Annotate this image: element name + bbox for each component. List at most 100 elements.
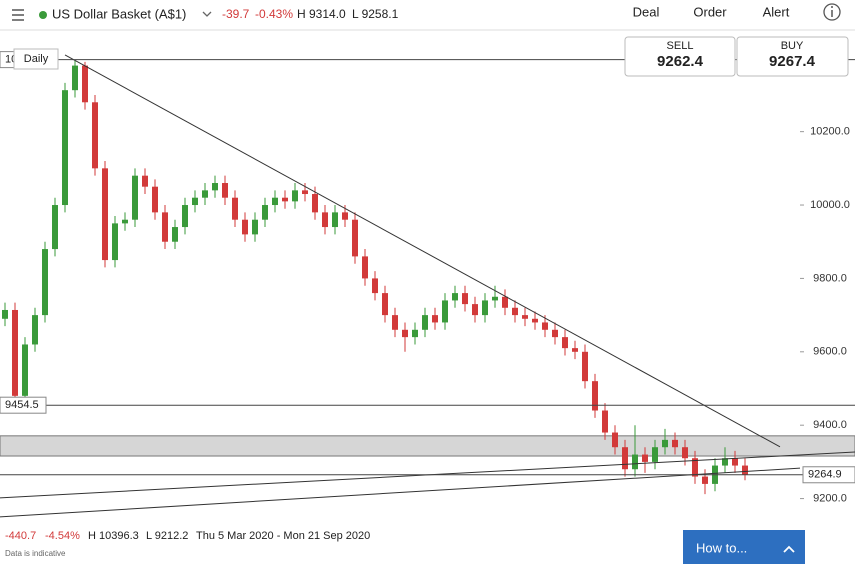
candle-body (202, 190, 208, 198)
candle-body (422, 315, 428, 330)
menu-icon[interactable] (12, 9, 24, 21)
instrument-title: US Dollar Basket (A$1) (52, 6, 186, 21)
help-text[interactable]: How to... (696, 540, 747, 555)
candle-body (162, 212, 168, 242)
candle-body (152, 186, 158, 213)
interval[interactable]: Daily (24, 53, 49, 65)
candle-body (382, 293, 388, 316)
trend-line (0, 467, 801, 518)
candle-body (72, 65, 78, 91)
candle-body (92, 102, 98, 169)
sell-box[interactable] (624, 36, 736, 77)
candle-body (342, 212, 348, 220)
candle-body (312, 194, 318, 213)
menu-order[interactable]: Order (693, 4, 727, 19)
candle-body (252, 219, 258, 235)
change-pct: -0.43% (255, 7, 293, 21)
y-tick-label: 9400.0 (813, 419, 847, 431)
candle-body (272, 197, 278, 206)
candle-body (2, 309, 8, 319)
candle-body (722, 458, 728, 466)
candle-body (182, 205, 188, 228)
level-label-box (0, 396, 47, 414)
candle-body (222, 183, 228, 198)
period-range: Thu 5 Mar 2020 - Mon 21 Sep 2020 (196, 530, 370, 542)
y-tick-label: 9600.0 (813, 346, 847, 358)
candle-body (372, 278, 378, 294)
candle-body (622, 447, 628, 470)
menu-alert[interactable]: Alert (763, 4, 790, 19)
candle-body (432, 315, 438, 323)
candle-body (392, 315, 398, 330)
candle-body (322, 212, 328, 228)
level-label-box (802, 466, 855, 484)
help-chevron[interactable] (783, 545, 795, 553)
candle-body (12, 309, 18, 396)
candle-body (352, 219, 358, 257)
data-note: Data is indicative (5, 549, 66, 558)
candle-body (112, 223, 118, 261)
status-dot (39, 11, 47, 19)
candle-body (452, 293, 458, 301)
candle-body (262, 205, 268, 220)
candle-body (102, 168, 108, 261)
candle-body (132, 175, 138, 220)
candle-body (492, 296, 498, 301)
candle-body (402, 329, 408, 338)
candle-body (742, 465, 748, 475)
candle-body (652, 447, 658, 462)
header-bar (0, 0, 855, 30)
candle-body (512, 307, 518, 316)
interval-box[interactable] (13, 48, 59, 70)
sell-label: SELL (667, 40, 694, 52)
buy-price: 9267.4 (769, 53, 816, 70)
candle-body (192, 197, 198, 206)
period-change-pct: -4.54% (45, 530, 80, 542)
candle-body (522, 315, 528, 319)
candle-body (612, 432, 618, 448)
buy-label: BUY (781, 40, 804, 52)
candle-body (692, 458, 698, 477)
candle-body (22, 344, 28, 396)
candle-body (542, 322, 548, 330)
candle-body (562, 337, 568, 349)
candle-body (592, 381, 598, 411)
y-tick-label: 10000.0 (810, 199, 850, 211)
candle-body (632, 454, 638, 470)
candle-body (662, 439, 668, 448)
help-button[interactable] (683, 530, 805, 564)
candle-body (532, 318, 538, 323)
candle-body (292, 190, 298, 202)
day-low: L 9258.1 (352, 7, 399, 21)
menu-deal[interactable]: Deal (633, 4, 660, 19)
candle-body (242, 219, 248, 235)
candle-body (472, 304, 478, 316)
change: -39.7 (222, 7, 250, 21)
candle-body (442, 300, 448, 323)
candle-body (32, 315, 38, 345)
period-high: H 10396.3 (88, 530, 139, 542)
info-icon[interactable] (823, 3, 841, 21)
candle-body (122, 219, 128, 224)
candle-body (502, 296, 508, 308)
candle-body (172, 227, 178, 242)
candle-body (52, 205, 58, 250)
candle-body (282, 197, 288, 202)
dropdown-chevron[interactable] (202, 11, 212, 17)
candle-body (482, 300, 488, 316)
candle-body (212, 183, 218, 191)
candle-body (672, 439, 678, 448)
day-high: H 9314.0 (297, 7, 346, 21)
level-label: 9454.5 (5, 399, 39, 411)
level-label: 9264.9 (808, 469, 842, 481)
candle-body (682, 447, 688, 459)
y-tick-label: 9800.0 (813, 272, 847, 284)
candle-body (582, 351, 588, 382)
candle-body (642, 454, 648, 462)
buy-box[interactable] (736, 36, 849, 77)
candle-body (42, 249, 48, 316)
candle-body (412, 329, 418, 338)
candle-body (552, 329, 558, 338)
